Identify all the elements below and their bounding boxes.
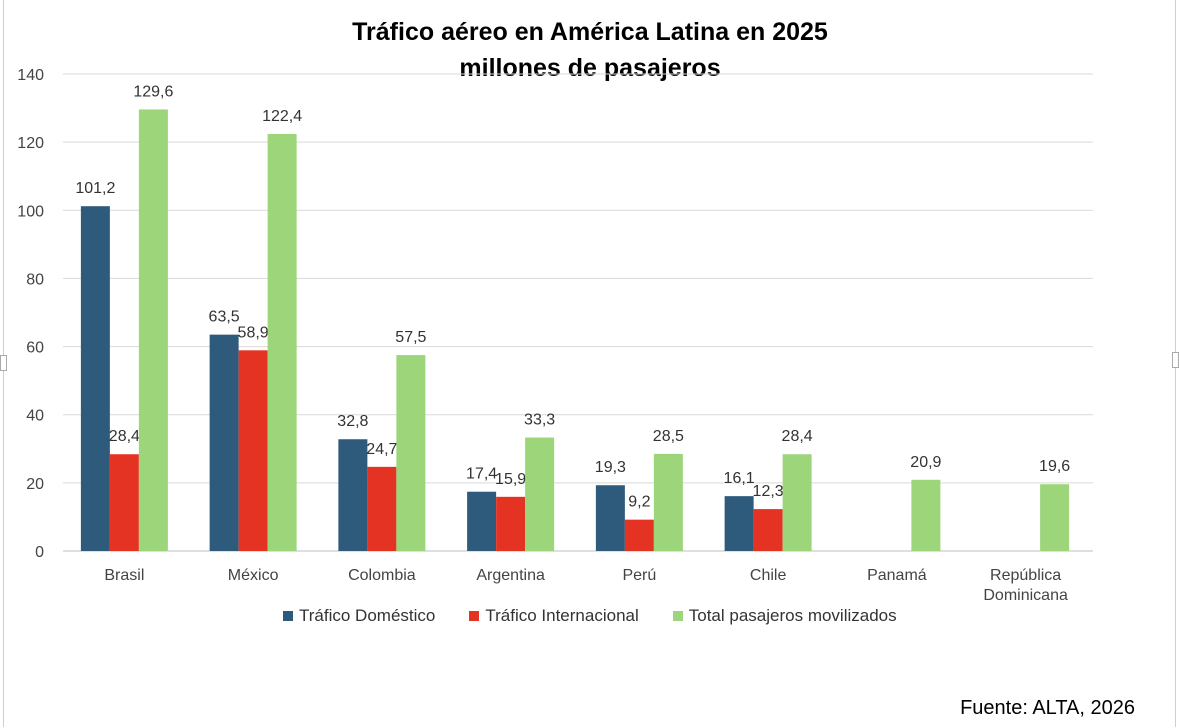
x-tick-label: República xyxy=(990,567,1061,584)
data-label: 129,6 xyxy=(133,83,173,100)
bar xyxy=(396,355,426,551)
bar xyxy=(109,454,139,551)
bar xyxy=(267,133,297,552)
legend-label-total: Total pasajeros movilizados xyxy=(688,606,897,625)
bar xyxy=(209,334,239,551)
x-tick-label: México xyxy=(228,567,279,584)
legend-label-international: Tráfico Internacional xyxy=(485,606,639,625)
chart-title-line: Tráfico aéreo en América Latina en 2025 xyxy=(352,18,828,46)
legend-swatch-domestic xyxy=(283,611,293,621)
legend-label-domestic: Tráfico Doméstico xyxy=(299,606,436,625)
legend: Tráfico Doméstico Tráfico Internacional … xyxy=(283,606,897,626)
legend-item-domestic: Tráfico Doméstico xyxy=(283,606,435,626)
data-label: 28,4 xyxy=(109,428,140,445)
data-label: 58,9 xyxy=(238,324,269,341)
bar xyxy=(338,439,368,551)
data-label: 20,9 xyxy=(910,454,941,471)
x-tick-label: Argentina xyxy=(476,567,545,584)
bar xyxy=(724,496,754,551)
data-label: 101,2 xyxy=(75,180,115,197)
legend-swatch-international xyxy=(469,611,480,621)
data-label: 12,3 xyxy=(753,483,784,500)
x-tick-label: Perú xyxy=(622,567,656,584)
bar xyxy=(911,479,941,551)
x-tick-label: Brasil xyxy=(104,567,144,584)
x-tick-label: Dominicana xyxy=(983,587,1068,604)
x-tick-label: Chile xyxy=(750,567,787,584)
y-tick-label: 140 xyxy=(17,67,44,84)
bar xyxy=(595,485,625,551)
source-note: Fuente: ALTA, 2026 xyxy=(960,697,1135,719)
bar xyxy=(496,496,526,551)
data-label: 32,8 xyxy=(337,413,368,430)
y-tick-label: 60 xyxy=(26,340,44,357)
data-label: 19,3 xyxy=(595,459,626,476)
bar xyxy=(753,509,783,551)
bar xyxy=(367,466,397,551)
bar xyxy=(238,350,268,551)
y-tick-label: 40 xyxy=(26,408,44,425)
y-tick-label: 100 xyxy=(17,203,44,220)
legend-swatch-total xyxy=(672,611,683,621)
bar xyxy=(138,109,168,551)
y-tick-label: 20 xyxy=(26,476,44,493)
x-tick-label: Panamá xyxy=(867,567,927,584)
chart-subtitle: millones de pasajeros xyxy=(459,54,721,82)
bar xyxy=(525,437,555,551)
x-tick-label: Colombia xyxy=(348,567,416,584)
y-tick-label: 120 xyxy=(17,135,44,152)
bar xyxy=(1040,484,1070,551)
data-label: 122,4 xyxy=(262,108,302,125)
data-label: 28,4 xyxy=(782,428,813,445)
data-label: 63,5 xyxy=(209,309,240,326)
data-label: 57,5 xyxy=(395,329,426,346)
bar xyxy=(467,491,497,551)
left-resize-handle[interactable] xyxy=(0,355,7,371)
legend-item-total: Total pasajeros movilizados xyxy=(672,606,897,626)
data-label: 9,2 xyxy=(628,494,650,511)
data-label: 24,7 xyxy=(366,441,397,458)
y-tick-label: 0 xyxy=(35,544,44,561)
data-label: 33,3 xyxy=(524,412,555,429)
legend-item-international: Tráfico Internacional xyxy=(469,606,639,626)
chart-title: Tráfico aéreo en América Latina en 2025 … xyxy=(290,14,890,86)
bar xyxy=(624,519,654,551)
y-tick-label: 80 xyxy=(26,271,44,288)
data-label: 16,1 xyxy=(724,470,755,487)
bar xyxy=(653,453,683,551)
data-label: 28,5 xyxy=(653,428,684,445)
bar xyxy=(80,206,110,551)
data-label: 15,9 xyxy=(495,471,526,488)
bar xyxy=(782,454,812,551)
data-label: 19,6 xyxy=(1039,458,1070,475)
data-label: 17,4 xyxy=(466,466,497,483)
